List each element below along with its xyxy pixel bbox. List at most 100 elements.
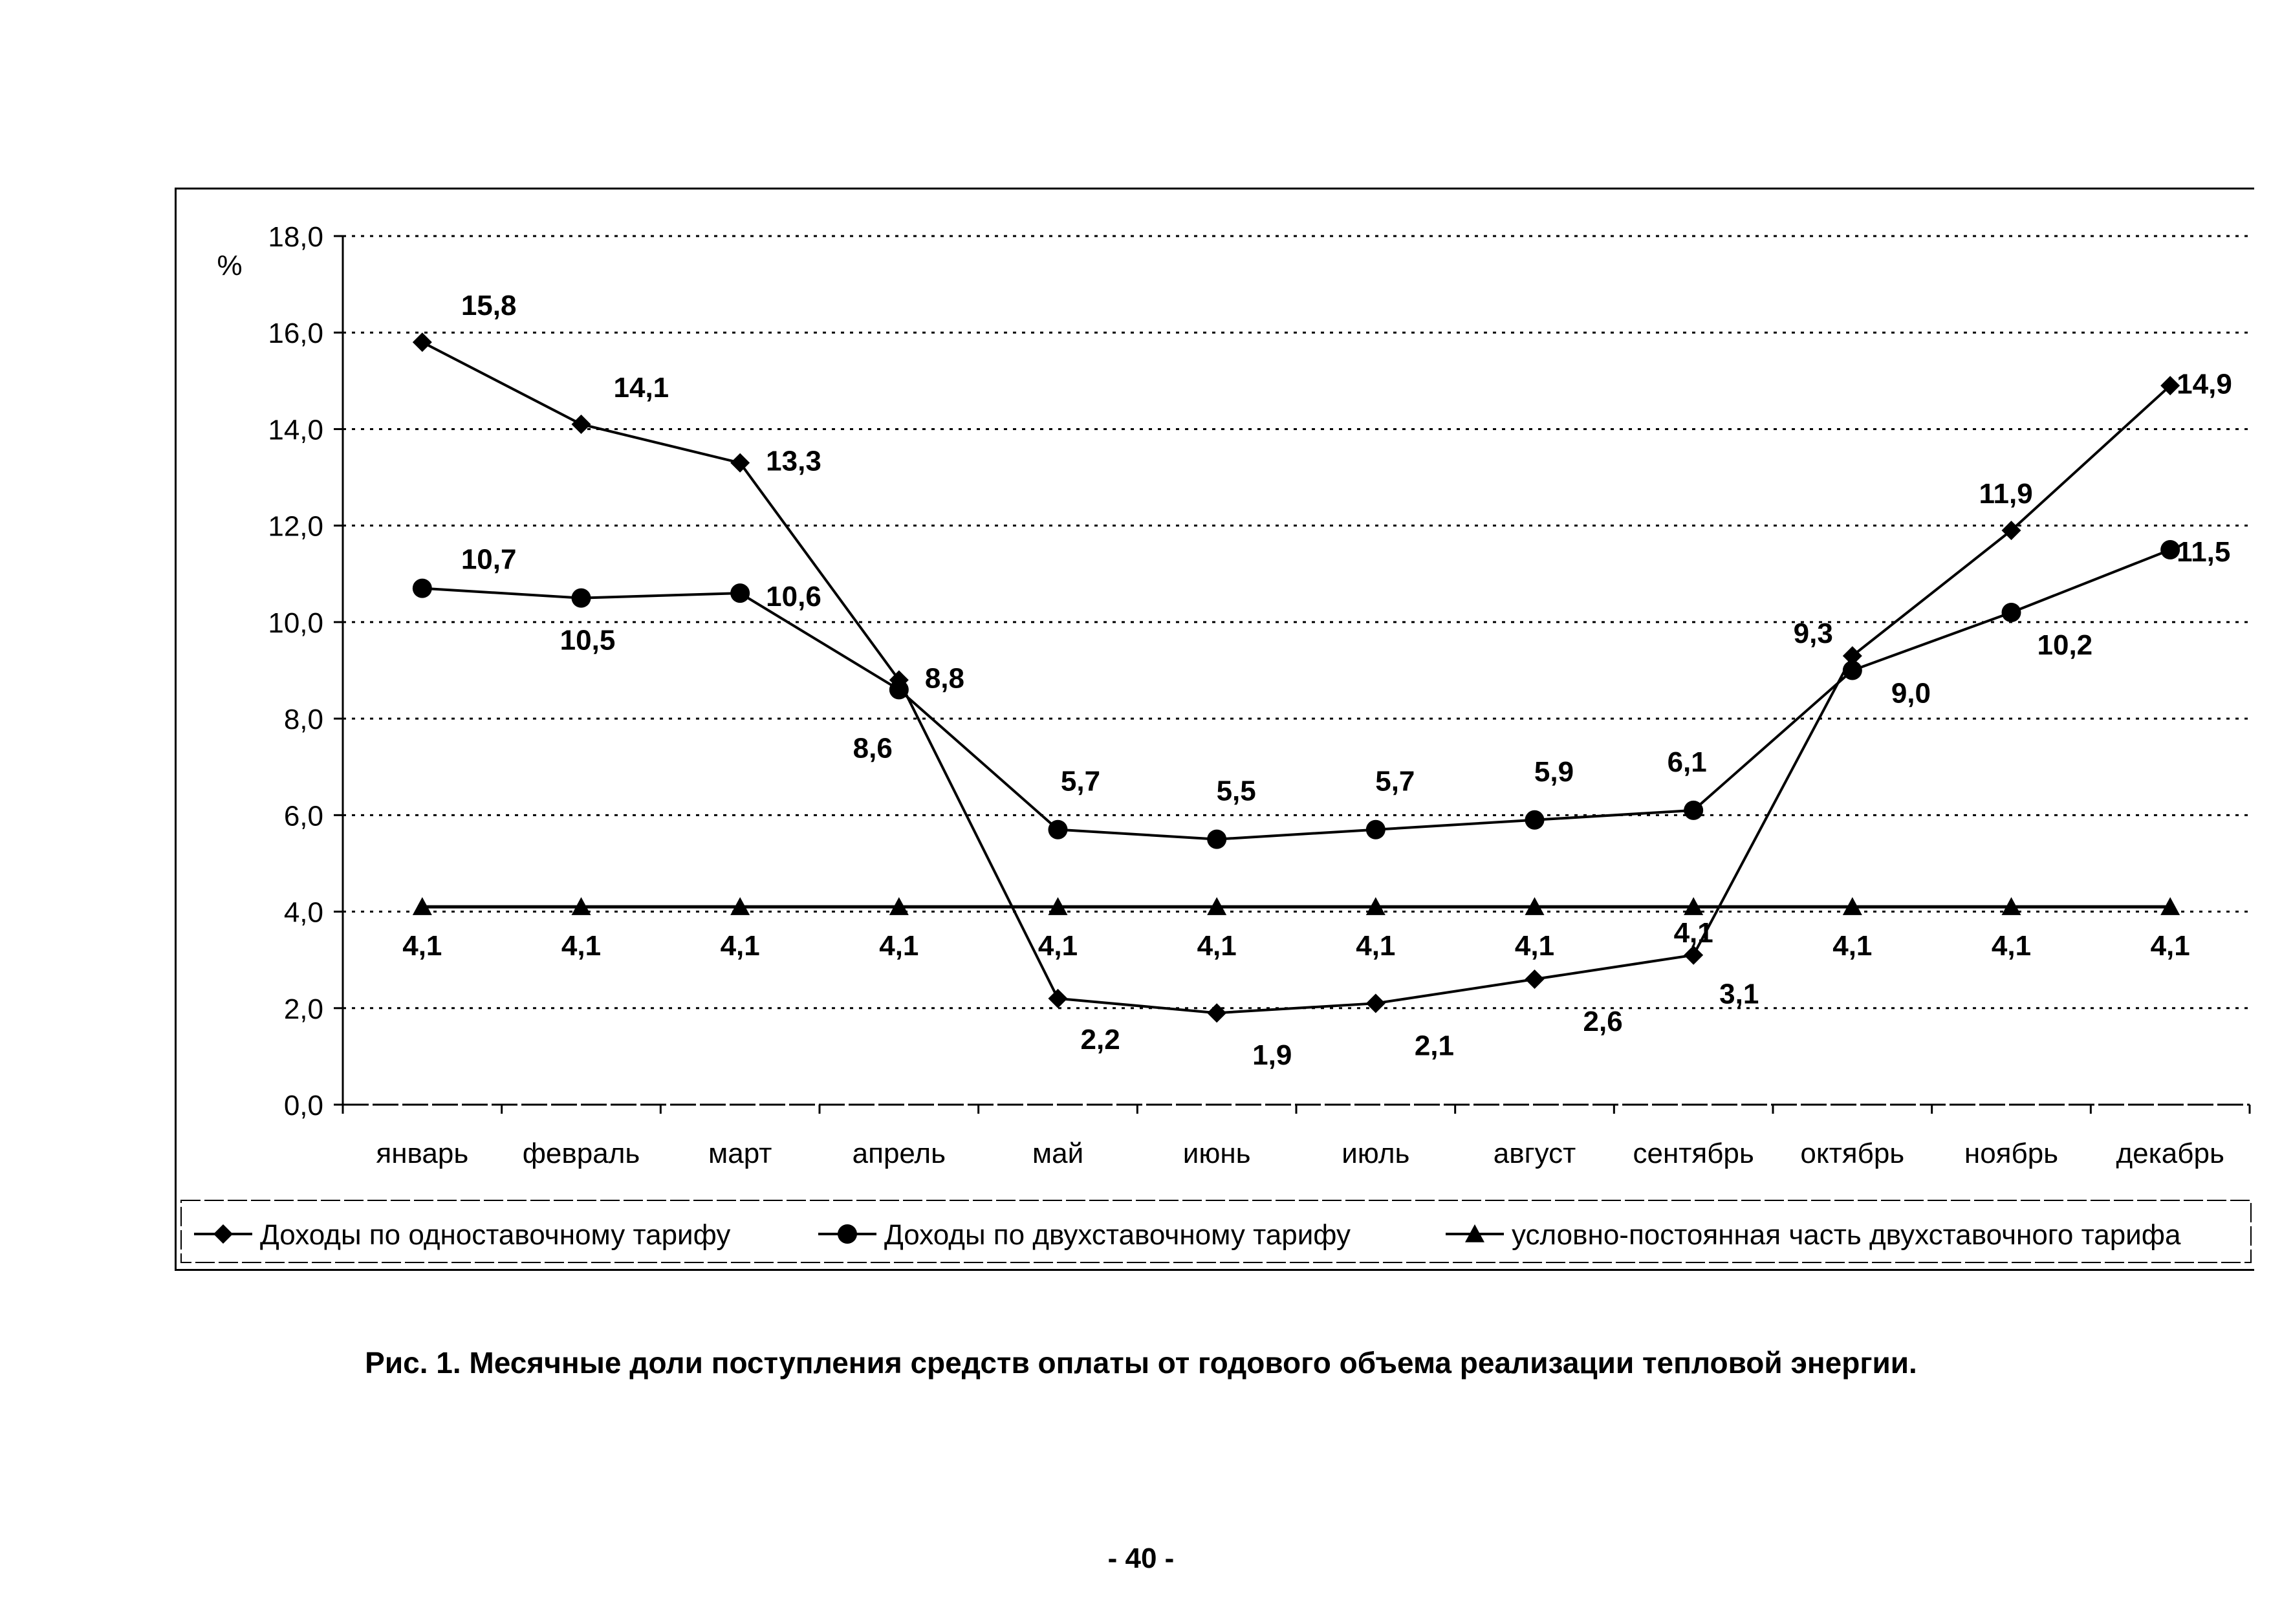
- legend-label: Доходы по двухставочному тарифу: [884, 1219, 1351, 1251]
- data-point: [1365, 897, 1386, 915]
- data-point: [1365, 993, 1386, 1013]
- data-label: 2,6: [1583, 1006, 1623, 1037]
- data-label: 8,6: [853, 732, 893, 764]
- data-point: [412, 897, 432, 915]
- y-tick-label: 2,0: [284, 993, 323, 1025]
- y-tick-label: 18,0: [268, 221, 323, 253]
- data-label: 4,1: [1992, 930, 2031, 962]
- data-label: 4,1: [879, 930, 918, 962]
- data-point: [1684, 945, 1704, 965]
- data-point: [1684, 800, 1704, 820]
- y-axis-label: %: [217, 250, 242, 281]
- data-point: [1525, 969, 1545, 990]
- data-label: 5,7: [1375, 766, 1415, 797]
- legend-marker: [1465, 1224, 1484, 1242]
- data-point: [1525, 897, 1545, 915]
- data-point: [1842, 897, 1862, 915]
- data-point: [1048, 988, 1068, 1008]
- data-label: 4,1: [1674, 917, 1713, 949]
- data-label: 11,5: [2177, 536, 2230, 568]
- data-label: 5,7: [1061, 766, 1100, 797]
- series-line-2: [422, 548, 2171, 841]
- data-label: 14,9: [2177, 368, 2232, 400]
- legend-label: условно-постоянная часть двухставочного …: [1512, 1219, 2181, 1251]
- data-label: 1,9: [1252, 1039, 1292, 1071]
- data-point: [1048, 819, 1068, 839]
- data-point: [1048, 897, 1068, 915]
- x-tick-label: март: [708, 1138, 772, 1169]
- data-label: 11,9: [1979, 478, 2033, 510]
- data-point: [1525, 810, 1545, 830]
- data-point: [2001, 602, 2021, 622]
- data-label: 4,1: [402, 930, 442, 962]
- data-point: [2160, 376, 2180, 396]
- legend-box: [180, 1200, 2252, 1263]
- data-label: 9,0: [1891, 678, 1931, 709]
- y-tick-label: 10,0: [268, 607, 323, 639]
- y-tick-label: 6,0: [284, 800, 323, 832]
- data-label: 8,8: [925, 662, 964, 694]
- data-label: 10,7: [461, 544, 517, 576]
- data-point: [730, 583, 750, 603]
- data-point: [2001, 521, 2021, 541]
- legend-marker: [213, 1224, 233, 1244]
- data-point: [571, 414, 591, 434]
- data-point: [1842, 660, 1862, 680]
- data-label: 3,1: [1719, 979, 1759, 1010]
- data-label: 13,3: [766, 446, 821, 477]
- y-tick-label: 12,0: [268, 511, 323, 543]
- data-label: 5,5: [1217, 775, 1256, 807]
- data-label: 10,5: [560, 625, 616, 656]
- x-tick-label: май: [1032, 1138, 1083, 1169]
- data-point: [889, 897, 909, 915]
- x-tick-label: октябрь: [1800, 1138, 1904, 1169]
- data-point: [1207, 829, 1227, 849]
- data-label: 10,6: [766, 581, 821, 612]
- data-point: [1684, 897, 1704, 915]
- y-tick-label: 14,0: [268, 414, 323, 446]
- chart-frame: [175, 188, 2254, 1271]
- data-label: 4,1: [2151, 930, 2190, 962]
- y-tick-label: 0,0: [284, 1090, 323, 1121]
- data-label: 2,1: [1415, 1030, 1454, 1061]
- data-label: 14,1: [614, 372, 669, 404]
- figure-caption: Рис. 1. Месячные доли поступления средст…: [365, 1346, 1917, 1380]
- x-tick-label: декабрь: [2116, 1138, 2224, 1169]
- data-point: [1207, 897, 1227, 915]
- data-label: 5,9: [1534, 756, 1574, 788]
- data-label: 2,2: [1081, 1024, 1120, 1056]
- data-point: [2160, 897, 2180, 915]
- data-label: 15,8: [461, 290, 517, 321]
- series-line-1: [421, 341, 2171, 1015]
- x-tick-label: январь: [376, 1138, 468, 1169]
- data-point: [2160, 539, 2180, 559]
- legend-marker: [838, 1224, 857, 1244]
- data-point: [889, 680, 909, 700]
- y-tick-label: 8,0: [284, 704, 323, 735]
- data-label: 4,1: [1832, 930, 1872, 962]
- data-label: 6,1: [1668, 746, 1707, 778]
- data-point: [2001, 897, 2021, 915]
- data-label: 10,2: [2038, 629, 2093, 661]
- data-point: [730, 453, 750, 473]
- data-label: 4,1: [561, 930, 601, 962]
- x-tick-label: апрель: [853, 1138, 946, 1169]
- data-label: 4,1: [1197, 930, 1237, 962]
- data-point: [571, 897, 591, 915]
- data-label: 9,3: [1794, 618, 1833, 649]
- data-label: 4,1: [721, 930, 760, 962]
- x-tick-label: сентябрь: [1633, 1138, 1754, 1169]
- data-label: 4,1: [1356, 930, 1395, 962]
- data-point: [1842, 646, 1862, 666]
- data-point: [1207, 1003, 1227, 1023]
- data-point: [1365, 819, 1386, 839]
- legend-label: Доходы по одноставочному тарифу: [260, 1219, 730, 1251]
- x-tick-label: июль: [1342, 1138, 1409, 1169]
- y-tick-label: 4,0: [284, 897, 323, 929]
- x-tick-label: август: [1494, 1138, 1576, 1169]
- data-label: 4,1: [1038, 930, 1078, 962]
- x-tick-label: февраль: [523, 1138, 640, 1169]
- data-point: [571, 588, 591, 608]
- x-tick-label: ноябрь: [1964, 1138, 2058, 1169]
- line-chart: 0,0 2,0 4,0 6,0 8,0 10,0 12,0 14,0 16,0 18,0% янва…: [180, 221, 2252, 1263]
